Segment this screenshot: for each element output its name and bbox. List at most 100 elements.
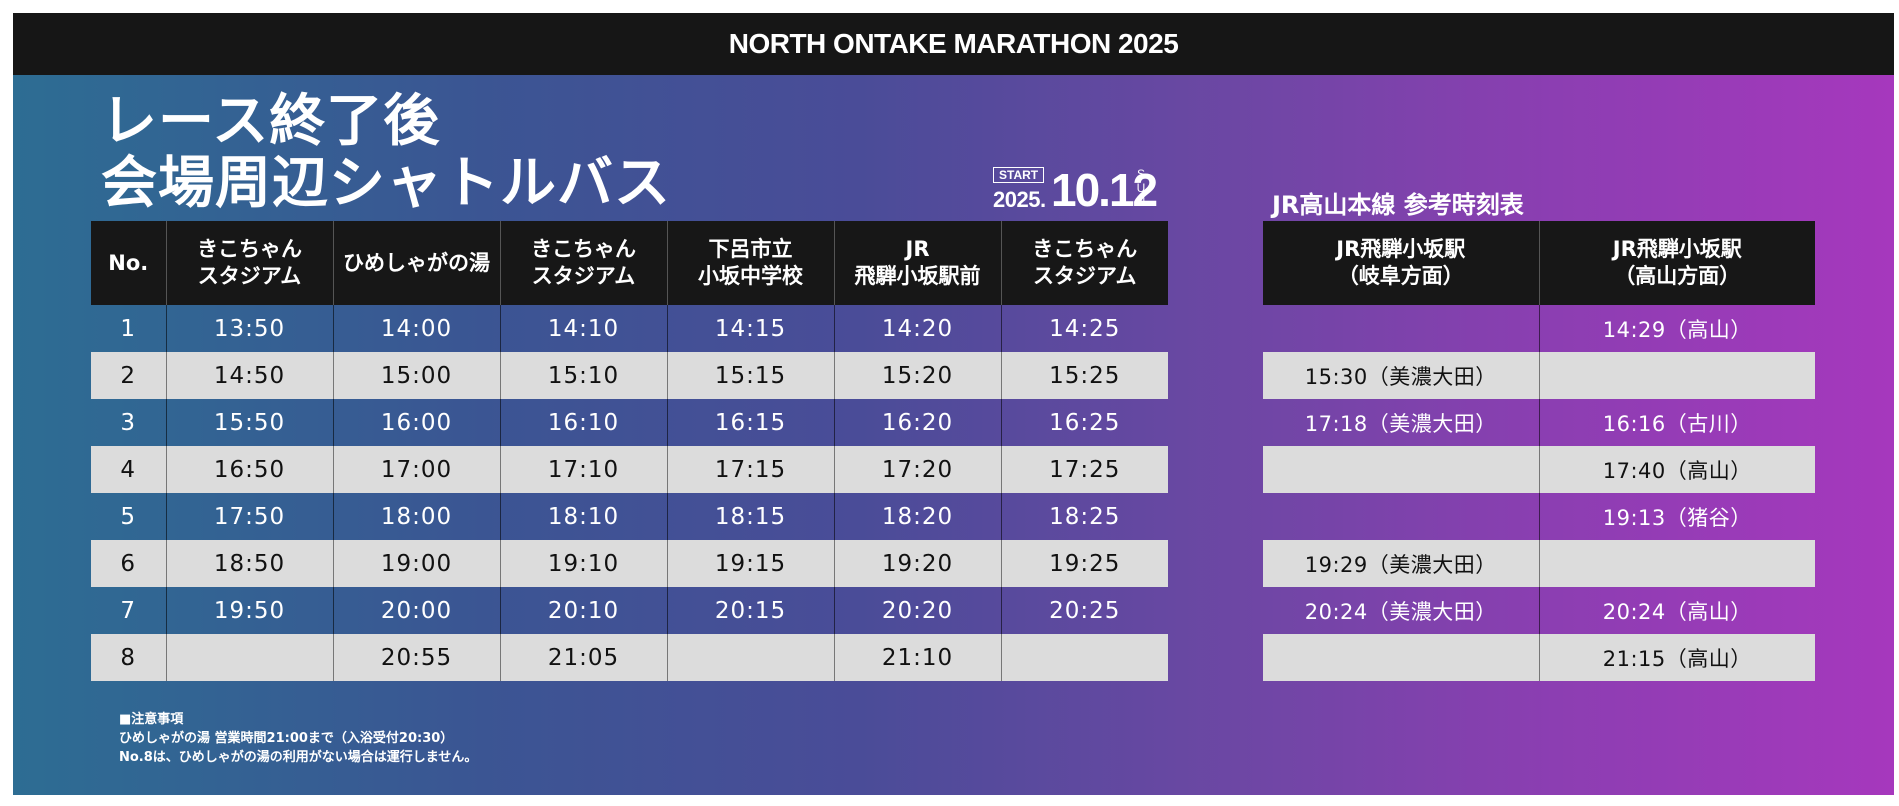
table-row: 8 20:55 21:05 21:10 xyxy=(91,634,1168,681)
table-row: 6 18:50 19:00 19:10 19:15 19:20 19:25 xyxy=(91,540,1168,587)
poster: NORTH ONTAKE MARATHON 2025 レース終了後 会場周辺シャ… xyxy=(13,13,1894,795)
bus-table-header-cell: No. xyxy=(91,221,166,305)
bus-table-cell: 16:00 xyxy=(332,399,500,446)
jr-table-cell: 16:16（古川） xyxy=(1538,399,1815,446)
bus-table-cell: 15:50 xyxy=(165,399,333,446)
bus-table-cell: 19:00 xyxy=(332,540,500,587)
bus-table-cell: 1 xyxy=(120,315,137,342)
bus-table-cell: 16:15 xyxy=(666,399,834,446)
bus-table-cell: 16:25 xyxy=(1000,399,1168,446)
bus-table-cell: 2 xyxy=(91,352,166,399)
bus-table-cell: 14:00 xyxy=(332,305,500,352)
bus-table-cell: 20:00 xyxy=(332,587,500,634)
weekday-letter: S xyxy=(1136,167,1145,181)
date-weekday: S U N xyxy=(1136,167,1146,209)
bus-table-cell: 17:15 xyxy=(666,446,834,493)
notes: ■注意事項 ひめしゃがの湯 営業時間21:00まで（入浴受付20:30） No.… xyxy=(119,710,477,767)
title-line-2: 会場周辺シャトルバス xyxy=(101,151,671,216)
jr-table-cell: 14:29（高山） xyxy=(1538,305,1815,352)
bus-table-cell: 14:25 xyxy=(1000,305,1168,352)
jr-table-cell xyxy=(1538,352,1815,399)
jr-table-header-cell: JR飛騨小坂駅 （高山方面） xyxy=(1538,221,1815,305)
bus-table-cell: 17:10 xyxy=(499,446,667,493)
table-row: 17:18（美濃大田） 16:16（古川） xyxy=(1263,399,1815,446)
jr-table-cell: 21:15（高山） xyxy=(1538,634,1815,681)
bus-table-cell: 16:10 xyxy=(499,399,667,446)
bus-table-cell: 19:15 xyxy=(666,540,834,587)
table-row: 4 16:50 17:00 17:10 17:15 17:20 17:25 xyxy=(91,446,1168,493)
bus-table-cell: 17:50 xyxy=(165,493,333,540)
jr-table-header-row: JR飛騨小坂駅 （岐阜方面） JR飛騨小坂駅 （高山方面） xyxy=(1263,221,1815,305)
jr-table-cell: 19:29（美濃大田） xyxy=(1263,540,1539,587)
bus-table-cell: 21:05 xyxy=(499,634,667,681)
jr-table-cell: 20:24（高山） xyxy=(1538,587,1815,634)
bus-table-cell: 18:00 xyxy=(332,493,500,540)
date-day: 10.12 xyxy=(1051,164,1158,216)
table-row: 2 14:50 15:00 15:10 15:15 15:20 15:25 xyxy=(91,352,1168,399)
table-row: 7 19:50 20:00 20:10 20:15 20:20 20:25 xyxy=(91,587,1168,634)
table-row: 15:30（美濃大田） xyxy=(1263,352,1815,399)
date-year: 2025. xyxy=(993,187,1046,212)
bus-table-cell: 16:20 xyxy=(833,399,1001,446)
notes-heading: ■注意事項 xyxy=(119,712,184,727)
weekday-letter: N xyxy=(1136,195,1146,209)
bus-table-cell: 18:20 xyxy=(833,493,1001,540)
jr-table-cell: 17:18（美濃大田） xyxy=(1304,411,1497,436)
table-row: 14:29（高山） xyxy=(1263,305,1815,352)
jr-table-cell xyxy=(1538,540,1815,587)
shuttle-bus-timetable: No. きこちゃん スタジアム ひめしゃがの湯 きこちゃん スタジアム 下呂市立 小坂中… xyxy=(91,221,1168,681)
note-line: No.8は、ひめしゃがの湯の利用がない場合は運行しません。 xyxy=(119,750,478,765)
jr-table-cell: 15:30（美濃大田） xyxy=(1263,352,1539,399)
bus-table-cell: 20:10 xyxy=(499,587,667,634)
bus-table-cell: 15:15 xyxy=(666,352,834,399)
event-header: NORTH ONTAKE MARATHON 2025 xyxy=(13,13,1894,75)
jr-table-cell xyxy=(1263,305,1539,352)
bus-table-header-cell: ひめしゃがの湯 xyxy=(332,221,500,305)
bus-table-header-row: No. きこちゃん スタジアム ひめしゃがの湯 きこちゃん スタジアム 下呂市立 小坂中… xyxy=(91,221,1168,305)
table-row: 5 17:50 18:00 18:10 18:15 18:20 18:25 xyxy=(91,493,1168,540)
jr-table-cell: 20:24（美濃大田） xyxy=(1304,599,1497,624)
bus-table-cell: 20:55 xyxy=(332,634,500,681)
bus-table-cell: 19:10 xyxy=(499,540,667,587)
table-row: 21:15（高山） xyxy=(1263,634,1815,681)
bus-table-header-cell: きこちゃん スタジアム xyxy=(499,221,667,305)
bus-table-cell: 19:25 xyxy=(1000,540,1168,587)
bus-table-cell: 20:15 xyxy=(666,587,834,634)
bus-table-cell: 14:20 xyxy=(833,305,1001,352)
bus-table-header-cell: きこちゃん スタジアム xyxy=(1000,221,1168,305)
table-row: 3 15:50 16:00 16:10 16:15 16:20 16:25 xyxy=(91,399,1168,446)
bus-table-cell xyxy=(165,634,333,681)
jr-table-header-cell: JR飛騨小坂駅 （岐阜方面） xyxy=(1263,221,1539,305)
weekday-letter: U xyxy=(1136,181,1146,195)
bus-table-header-cell: 下呂市立 小坂中学校 xyxy=(666,221,834,305)
jr-timetable-title: JR高山本線 参考時刻表 xyxy=(1272,191,1524,219)
bus-table-cell: 15:20 xyxy=(833,352,1001,399)
bus-table-cell: 17:20 xyxy=(833,446,1001,493)
bus-table-header-cell: JR 飛騨小坂駅前 xyxy=(833,221,1001,305)
table-row: 19:29（美濃大田） xyxy=(1263,540,1815,587)
bus-table-cell: 6 xyxy=(91,540,166,587)
bus-table-cell: 4 xyxy=(91,446,166,493)
jr-table-cell xyxy=(1263,446,1539,493)
jr-table-cell: 19:13（猪谷） xyxy=(1538,493,1815,540)
jr-table-cell xyxy=(1263,634,1539,681)
bus-table-cell: 17:25 xyxy=(1000,446,1168,493)
bus-table-cell: 15:00 xyxy=(332,352,500,399)
page-title: レース終了後 会場周辺シャトルバス xyxy=(101,91,671,215)
bus-table-cell xyxy=(666,634,834,681)
table-row: 1 13:50 14:00 14:10 14:15 14:20 14:25 xyxy=(91,305,1168,352)
bus-table-cell: 14:15 xyxy=(666,305,834,352)
bus-table-cell: 5 xyxy=(120,503,137,530)
bus-table-cell: 13:50 xyxy=(165,305,333,352)
bus-table-cell: 21:10 xyxy=(833,634,1001,681)
bus-table-cell: 17:00 xyxy=(332,446,500,493)
start-badge: START xyxy=(993,167,1045,183)
bus-table-cell: 14:50 xyxy=(165,352,333,399)
bus-table-cell: 7 xyxy=(120,597,137,624)
bus-table-cell xyxy=(1000,634,1168,681)
jr-timetable: JR飛騨小坂駅 （岐阜方面） JR飛騨小坂駅 （高山方面） 14:29（高山） 15… xyxy=(1263,221,1815,681)
bus-table-cell: 19:20 xyxy=(833,540,1001,587)
bus-table-cell: 18:25 xyxy=(1000,493,1168,540)
bus-table-cell: 15:25 xyxy=(1000,352,1168,399)
bus-table-cell: 3 xyxy=(120,409,137,436)
